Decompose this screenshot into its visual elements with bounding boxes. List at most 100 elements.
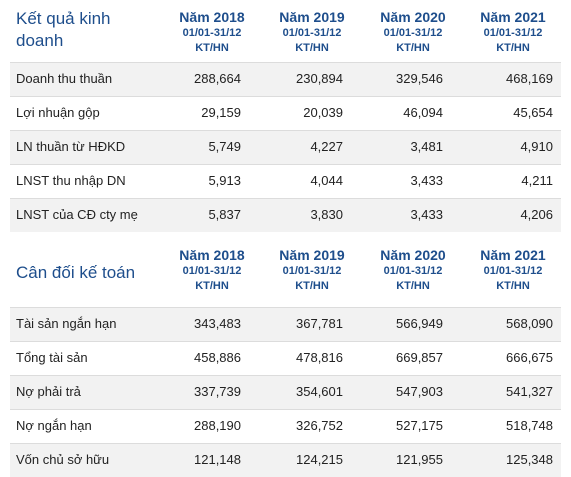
row-value: 458,886	[194, 350, 241, 365]
row-value: 337,739	[194, 384, 241, 399]
row-value: 343,483	[194, 316, 241, 331]
row-value: 45,654	[513, 105, 553, 120]
row-value: 46,094	[403, 105, 443, 120]
row-label[interactable]: Lợi nhuận gộp	[16, 105, 100, 120]
column-type: KT/HN	[496, 42, 530, 54]
column-period: 01/01-31/12	[182, 27, 242, 39]
column-year: Năm 2021	[480, 247, 546, 263]
table-row: Lợi nhuận gộp 29,159 20,039 46,094 45,65…	[10, 96, 561, 130]
balance-column-header-2[interactable]: Năm 2019 01/01-31/12 KT/HN	[262, 246, 362, 294]
column-type: KT/HN	[396, 42, 430, 54]
row-value: 468,169	[506, 71, 553, 86]
row-label[interactable]: Vốn chủ sở hữu	[16, 452, 110, 467]
row-value: 329,546	[396, 71, 443, 86]
row-label[interactable]: LNST thu nhập DN	[16, 173, 126, 188]
row-value: 5,837	[208, 207, 241, 222]
balance-column-header-3[interactable]: Năm 2020 01/01-31/12 KT/HN	[363, 246, 463, 294]
income-column-header-2[interactable]: Năm 2019 01/01-31/12 KT/HN	[262, 8, 362, 56]
column-period: 01/01-31/12	[483, 265, 543, 277]
income-title-line2: doanh	[16, 31, 64, 50]
column-period: 01/01-31/12	[182, 265, 242, 277]
row-value: 288,664	[194, 71, 241, 86]
row-label[interactable]: Tài sản ngắn hạn	[16, 316, 117, 331]
row-value: 121,148	[194, 452, 241, 467]
balance-header: Cân đối kế toán Năm 2018 01/01-31/12 KT/…	[10, 240, 561, 307]
table-row: LNST thu nhập DN 5,913 4,044 3,433 4,211	[10, 164, 561, 198]
balance-section-title: Cân đối kế toán	[16, 263, 136, 282]
table-row: Vốn chủ sở hữu 121,148 124,215 121,955 1…	[10, 443, 561, 477]
row-value: 4,044	[310, 173, 343, 188]
column-type: KT/HN	[396, 280, 430, 292]
row-value: 3,433	[410, 207, 443, 222]
table-row: Doanh thu thuần 288,664 230,894 329,546 …	[10, 62, 561, 96]
row-value: 568,090	[506, 316, 553, 331]
table-row: Nợ ngắn hạn 288,190 326,752 527,175 518,…	[10, 409, 561, 443]
column-year: Năm 2018	[179, 247, 245, 263]
row-value: 20,039	[303, 105, 343, 120]
table-row: Nợ phải trả 337,739 354,601 547,903 541,…	[10, 375, 561, 409]
column-type: KT/HN	[496, 280, 530, 292]
row-value: 3,830	[310, 207, 343, 222]
income-title-line1: Kết quả kinh	[16, 9, 111, 28]
row-value: 5,913	[208, 173, 241, 188]
row-value: 326,752	[296, 418, 343, 433]
column-period: 01/01-31/12	[282, 265, 342, 277]
row-label[interactable]: Nợ ngắn hạn	[16, 418, 92, 433]
row-value: 527,175	[396, 418, 443, 433]
row-label[interactable]: Nợ phải trả	[16, 384, 81, 399]
row-value: 4,227	[310, 139, 343, 154]
income-column-header-3[interactable]: Năm 2020 01/01-31/12 KT/HN	[363, 8, 463, 56]
income-header: Kết quả kinh doanh Năm 2018 01/01-31/12 …	[10, 2, 561, 62]
column-year: Năm 2019	[279, 9, 345, 25]
column-type: KT/HN	[195, 280, 229, 292]
row-value: 121,955	[396, 452, 443, 467]
row-value: 29,159	[201, 105, 241, 120]
income-section-title: Kết quả kinh doanh	[16, 8, 166, 52]
column-year: Năm 2021	[480, 9, 546, 25]
row-value: 125,348	[506, 452, 553, 467]
income-statement-table: Kết quả kinh doanh Năm 2018 01/01-31/12 …	[10, 2, 561, 232]
column-period: 01/01-31/12	[282, 27, 342, 39]
row-label[interactable]: LN thuần từ HĐKD	[16, 139, 126, 154]
row-value: 566,949	[396, 316, 443, 331]
column-period: 01/01-31/12	[383, 265, 443, 277]
balance-sheet-table: Cân đối kế toán Năm 2018 01/01-31/12 KT/…	[10, 240, 561, 477]
row-value: 478,816	[296, 350, 343, 365]
row-value: 288,190	[194, 418, 241, 433]
row-value: 518,748	[506, 418, 553, 433]
row-label[interactable]: Doanh thu thuần	[16, 71, 113, 86]
table-row: Tài sản ngắn hạn 343,483 367,781 566,949…	[10, 307, 561, 341]
income-column-header-1[interactable]: Năm 2018 01/01-31/12 KT/HN	[162, 8, 262, 56]
row-value: 3,433	[410, 173, 443, 188]
column-year: Năm 2020	[380, 247, 446, 263]
row-value: 4,206	[520, 207, 553, 222]
row-value: 230,894	[296, 71, 343, 86]
column-year: Năm 2018	[179, 9, 245, 25]
row-value: 541,327	[506, 384, 553, 399]
row-value: 4,211	[521, 173, 553, 188]
table-row: Tổng tài sản 458,886 478,816 669,857 666…	[10, 341, 561, 375]
income-column-header-4[interactable]: Năm 2021 01/01-31/12 KT/HN	[463, 8, 563, 56]
column-period: 01/01-31/12	[383, 27, 443, 39]
row-value: 666,675	[506, 350, 553, 365]
balance-column-header-1[interactable]: Năm 2018 01/01-31/12 KT/HN	[162, 246, 262, 294]
column-year: Năm 2019	[279, 247, 345, 263]
row-label[interactable]: Tổng tài sản	[16, 350, 88, 365]
row-value: 3,481	[410, 139, 443, 154]
row-value: 124,215	[296, 452, 343, 467]
column-type: KT/HN	[195, 42, 229, 54]
column-type: KT/HN	[295, 42, 329, 54]
row-value: 5,749	[208, 139, 241, 154]
row-value: 354,601	[296, 384, 343, 399]
row-label[interactable]: LNST của CĐ cty mẹ	[16, 207, 138, 222]
row-value: 4,910	[520, 139, 553, 154]
row-value: 547,903	[396, 384, 443, 399]
table-row: LNST của CĐ cty mẹ 5,837 3,830 3,433 4,2…	[10, 198, 561, 232]
column-period: 01/01-31/12	[483, 27, 543, 39]
row-value: 367,781	[296, 316, 343, 331]
column-type: KT/HN	[295, 280, 329, 292]
balance-column-header-4[interactable]: Năm 2021 01/01-31/12 KT/HN	[463, 246, 563, 294]
table-row: LN thuần từ HĐKD 5,749 4,227 3,481 4,910	[10, 130, 561, 164]
column-year: Năm 2020	[380, 9, 446, 25]
row-value: 669,857	[396, 350, 443, 365]
